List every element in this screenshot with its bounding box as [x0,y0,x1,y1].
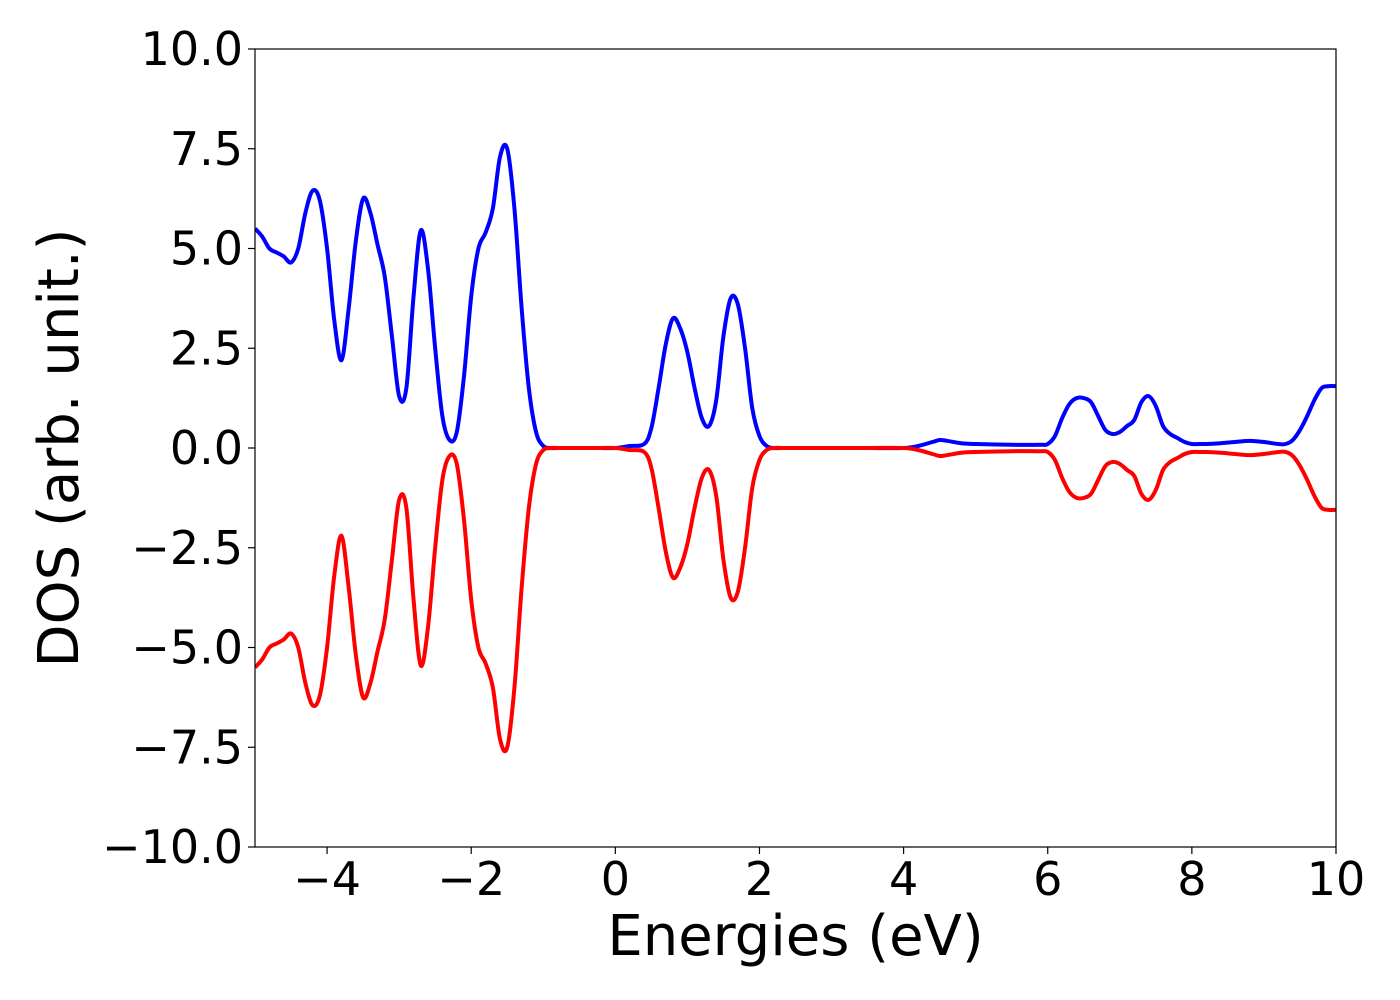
x-tick-label: −2 [437,852,505,906]
y-tick-label: −5.0 [131,621,243,675]
series-line-spin-up [255,142,1336,451]
y-axis-ticks: 10.0 7.5 5.0 2.5 0.0 −2.5 −5.0 −7.5 −10.0 [102,22,255,874]
y-axis-label: DOS (arb. unit.) [27,228,92,667]
x-tick-label: −4 [293,852,361,906]
x-axis-ticks: −4 −2 0 2 4 6 8 10 [293,847,1365,906]
y-tick-label: −10.0 [102,820,243,874]
x-tick-label: 10 [1307,852,1366,906]
y-tick-label: −7.5 [131,720,243,774]
x-tick-label: 2 [745,852,774,906]
series-line-spin-down [255,445,1336,754]
x-tick-label: 6 [1033,852,1062,906]
y-tick-label: 0.0 [170,421,243,475]
y-tick-label: −2.5 [131,521,243,575]
plot-area [255,142,1336,754]
y-tick-label: 10.0 [141,22,243,76]
y-tick-label: 7.5 [170,122,243,176]
x-tick-label: 4 [889,852,918,906]
y-tick-label: 5.0 [170,222,243,276]
x-tick-label: 8 [1177,852,1206,906]
x-tick-label: 0 [601,852,630,906]
y-tick-label: 2.5 [170,321,243,375]
x-axis-label: Energies (eV) [607,904,983,969]
